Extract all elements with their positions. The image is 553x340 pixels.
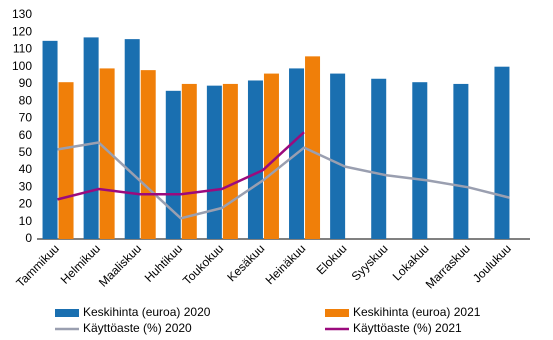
legend-label: Käyttöaste (%) 2020	[83, 321, 192, 335]
bar	[263, 73, 279, 239]
legend-label: Keskihinta (euroa) 2021	[353, 305, 481, 319]
y-tick-label: 0	[25, 231, 32, 245]
line	[57, 131, 305, 201]
y-tick-label: 130	[12, 7, 32, 21]
bar	[99, 68, 115, 240]
x-tick-label: Heinäkuu	[263, 241, 309, 287]
y-tick-label: 110	[13, 42, 32, 56]
x-tick-label: Huhtikuu	[142, 241, 185, 284]
legend-label: Käyttöaste (%) 2021	[353, 321, 462, 335]
x-tick-label: Kesäkuu	[224, 241, 267, 284]
y-tick-label: 10	[19, 214, 33, 228]
bar	[371, 78, 387, 239]
bar	[124, 39, 140, 239]
bar	[83, 37, 99, 240]
x-tick-label: Maaliskuu	[96, 241, 144, 289]
x-tick-label: Syyskuu	[349, 241, 391, 283]
bar	[165, 90, 181, 239]
y-tick-label: 90	[19, 76, 33, 90]
y-tick-label: 100	[12, 59, 32, 73]
y-tick-label: 50	[19, 145, 33, 159]
x-tick-label: Joulukuu	[470, 241, 514, 285]
bar	[58, 82, 74, 239]
bar	[494, 66, 510, 239]
bar	[42, 40, 58, 239]
bar	[206, 85, 222, 240]
bar	[181, 83, 197, 239]
y-tick-label: 80	[19, 93, 33, 107]
bar	[222, 83, 238, 239]
y-tick-label: 60	[19, 128, 33, 142]
bar	[305, 56, 321, 239]
y-tick-label: 40	[19, 162, 33, 176]
legend-swatch	[325, 309, 349, 317]
x-tick-label: Marraskuu	[423, 241, 473, 291]
bar	[140, 70, 156, 239]
bar	[330, 73, 346, 239]
bar	[453, 83, 469, 239]
x-tick-label: Tammikuu	[13, 241, 62, 290]
y-tick-label: 20	[19, 197, 33, 211]
legend-label: Keskihinta (euroa) 2020	[83, 305, 211, 319]
x-tick-label: Lokakuu	[390, 241, 432, 283]
bar	[247, 80, 263, 239]
y-tick-label: 30	[19, 179, 33, 193]
line	[57, 141, 510, 220]
y-tick-label: 120	[12, 24, 32, 38]
legend-swatch	[55, 309, 79, 317]
x-tick-label: Toukokuu	[180, 241, 226, 287]
x-tick-label: Elokuu	[314, 241, 350, 277]
y-tick-label: 70	[19, 111, 33, 125]
bar	[412, 82, 428, 239]
